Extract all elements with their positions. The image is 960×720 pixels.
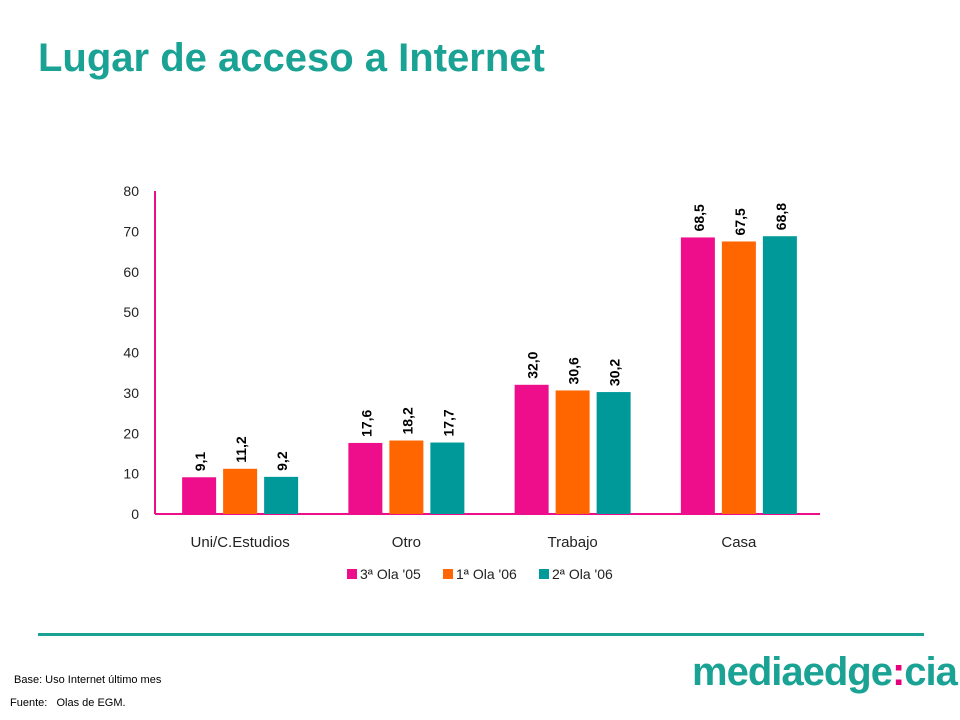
data-label: 18,2 xyxy=(399,407,415,434)
bar xyxy=(721,241,756,514)
x-tick-label: Trabajo xyxy=(547,534,597,551)
x-tick-label: Otro xyxy=(392,534,421,551)
legend-swatch xyxy=(539,569,549,579)
y-tick-label: 50 xyxy=(123,304,139,320)
data-label: 11,2 xyxy=(233,436,249,463)
logo-right: cia xyxy=(904,650,958,694)
bar xyxy=(389,440,424,514)
legend-label: 3ª Ola '05 xyxy=(360,566,421,582)
data-label: 68,5 xyxy=(691,204,707,231)
bar xyxy=(264,476,299,514)
data-label: 67,5 xyxy=(732,208,748,235)
y-tick-label: 20 xyxy=(123,425,139,441)
y-tick-label: 40 xyxy=(123,345,139,361)
y-tick-label: 60 xyxy=(123,264,139,280)
page-title: Lugar de acceso a Internet xyxy=(38,36,545,80)
y-tick-label: 30 xyxy=(123,385,139,401)
bar xyxy=(555,390,590,514)
bar xyxy=(430,442,465,514)
x-tick-label: Casa xyxy=(721,534,757,551)
data-label: 68,8 xyxy=(773,203,789,230)
y-tick-label: 80 xyxy=(123,183,139,199)
source-label: Fuente: xyxy=(10,697,48,709)
company-logo: mediaedge:cia xyxy=(692,650,958,694)
x-tick-label: Uni/C.Estudios xyxy=(191,534,290,551)
bar xyxy=(680,237,715,514)
data-label: 17,6 xyxy=(358,409,374,436)
source-text: Olas de EGM. xyxy=(56,697,126,709)
bar xyxy=(514,384,549,514)
data-label: 30,6 xyxy=(566,357,582,384)
data-label: 9,1 xyxy=(192,452,208,472)
bar-chart: 0 10 20 30 40 50 60 70 80 9,1 11,2 9,2 Uni/C.Estudio… xyxy=(123,183,820,582)
bar xyxy=(182,477,217,514)
data-label: 9,2 xyxy=(274,451,290,471)
bar xyxy=(223,468,258,514)
y-tick-label: 0 xyxy=(131,506,139,522)
data-label: 17,7 xyxy=(440,409,456,436)
data-label: 32,0 xyxy=(525,351,541,378)
logo-left: mediaedge xyxy=(692,650,893,694)
bar xyxy=(348,442,383,514)
footer-divider xyxy=(38,633,924,636)
source-note: Fuente: Olas de EGM. xyxy=(10,697,126,709)
bar xyxy=(762,236,797,514)
legend-label: 1ª Ola '06 xyxy=(456,566,517,582)
base-note: Base: Uso Internet último mes xyxy=(14,674,162,686)
y-tick-label: 70 xyxy=(123,223,139,239)
y-tick-label: 10 xyxy=(123,466,139,482)
bar xyxy=(596,392,631,514)
data-label: 30,2 xyxy=(607,359,623,386)
legend-label: 2ª Ola '06 xyxy=(552,566,613,582)
logo-separator: : xyxy=(891,650,905,694)
legend-swatch xyxy=(443,569,453,579)
legend-swatch xyxy=(347,569,357,579)
